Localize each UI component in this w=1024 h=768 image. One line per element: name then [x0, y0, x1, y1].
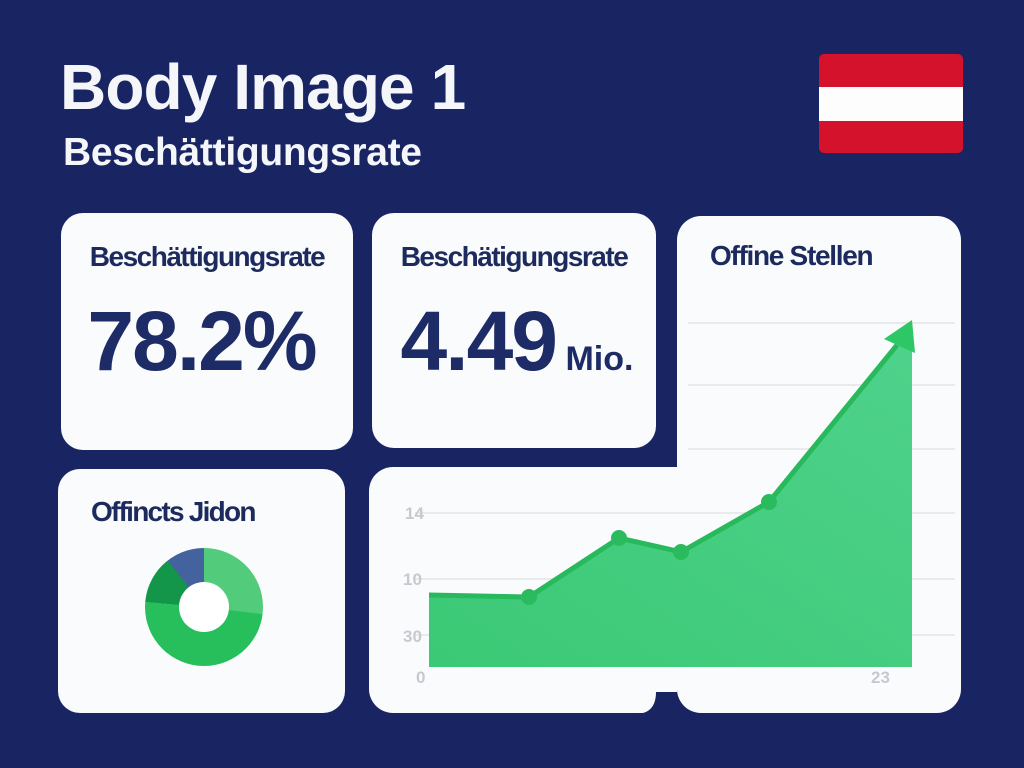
- svg-text:14: 14: [405, 504, 424, 523]
- svg-text:10: 10: [403, 570, 422, 589]
- svg-text:23: 23: [871, 668, 890, 687]
- svg-text:0: 0: [416, 668, 425, 687]
- svg-text:30: 30: [403, 627, 422, 646]
